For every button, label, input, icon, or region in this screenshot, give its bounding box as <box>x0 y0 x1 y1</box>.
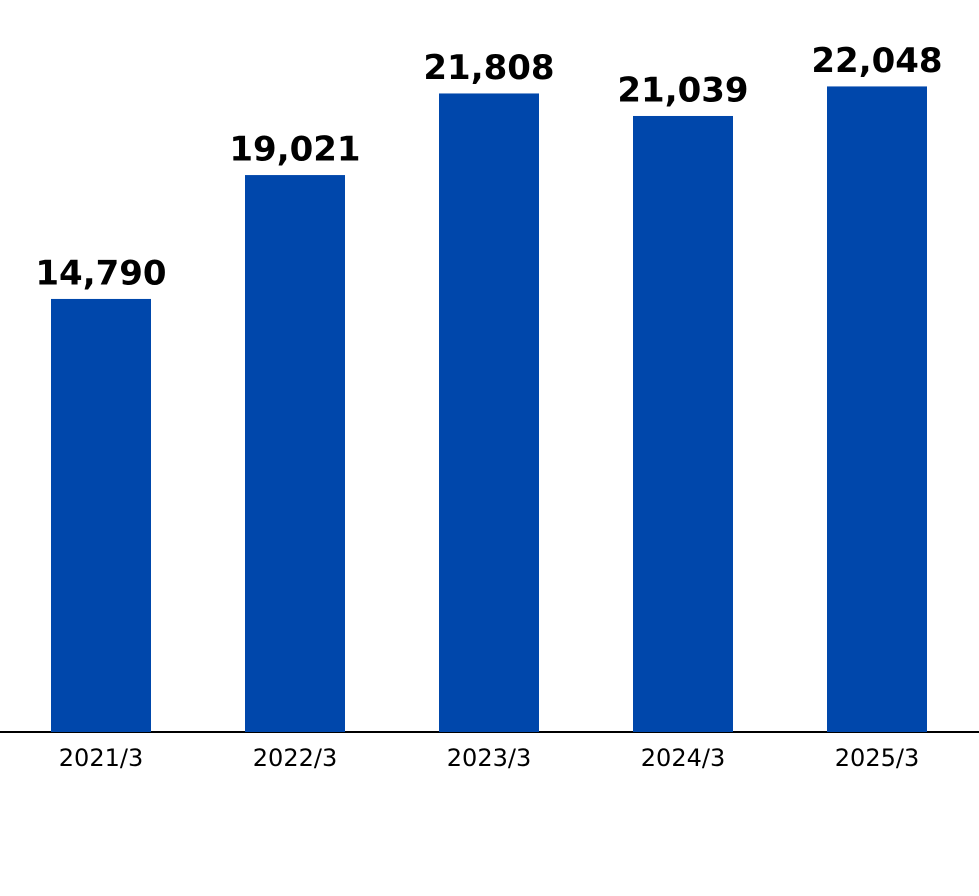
bar <box>827 86 927 732</box>
x-tick-label: 2021/3 <box>59 744 143 772</box>
x-tick-label: 2023/3 <box>447 744 531 772</box>
value-label: 22,048 <box>811 41 942 81</box>
value-label: 14,790 <box>35 253 166 293</box>
x-tick-label: 2024/3 <box>641 744 725 772</box>
x-tick-label: 2025/3 <box>835 744 919 772</box>
x-tick-label: 2022/3 <box>253 744 337 772</box>
bar <box>245 175 345 732</box>
value-label: 21,039 <box>617 70 748 110</box>
value-label: 19,021 <box>229 130 360 170</box>
bar <box>633 115 733 732</box>
bar <box>51 298 151 732</box>
value-label: 21,808 <box>423 48 554 88</box>
bar <box>439 93 539 732</box>
